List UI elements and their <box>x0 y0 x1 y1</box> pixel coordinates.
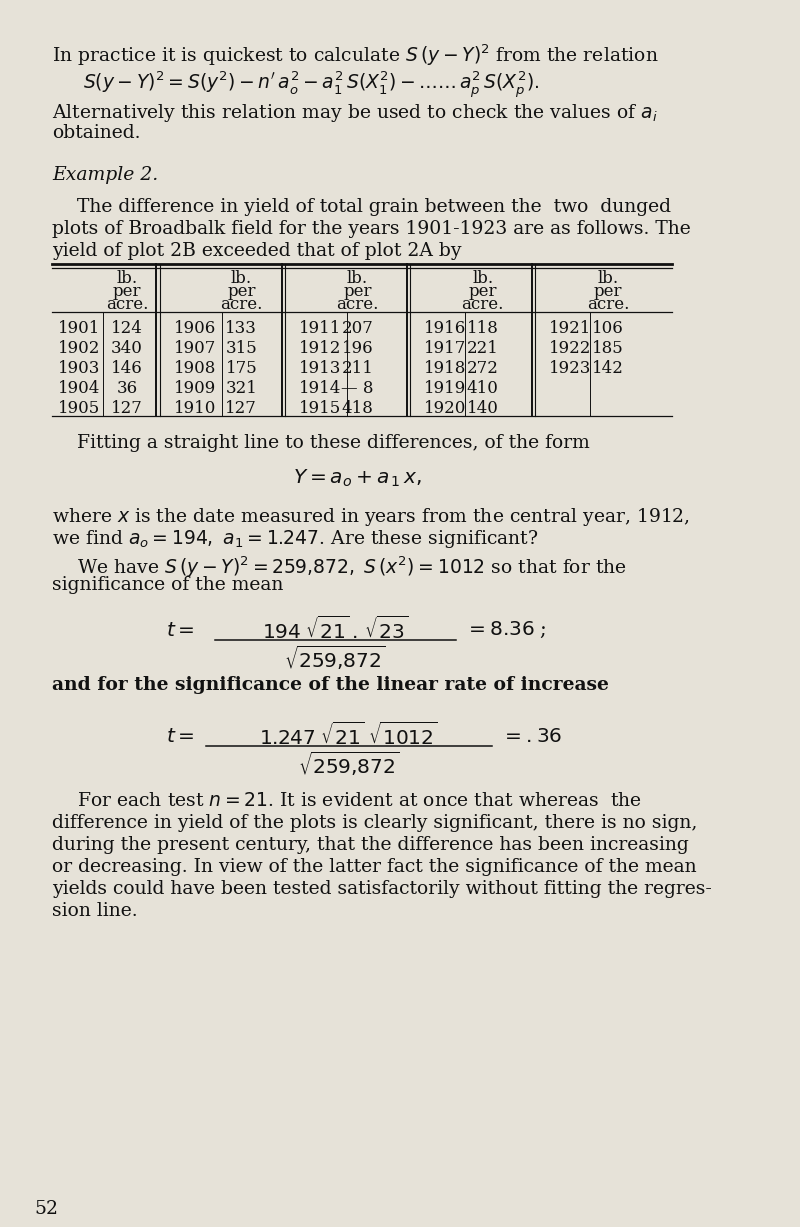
Text: sion line.: sion line. <box>52 902 138 920</box>
Text: 207: 207 <box>342 320 374 337</box>
Text: significance of the mean: significance of the mean <box>52 575 283 594</box>
Text: difference in yield of the plots is clearly significant, there is no sign,: difference in yield of the plots is clea… <box>52 814 698 832</box>
Text: per: per <box>227 283 256 299</box>
Text: 146: 146 <box>111 360 143 377</box>
Text: 1921: 1921 <box>549 320 591 337</box>
Text: 1922: 1922 <box>549 340 591 357</box>
Text: 1920: 1920 <box>424 400 466 417</box>
Text: For each test $n = 21$. It is evident at once that whereas  the: For each test $n = 21$. It is evident at… <box>77 791 642 810</box>
Text: or decreasing. In view of the latter fact the significance of the mean: or decreasing. In view of the latter fac… <box>52 858 697 876</box>
Text: 1903: 1903 <box>58 360 100 377</box>
Text: acre.: acre. <box>336 296 378 313</box>
Text: 175: 175 <box>226 360 258 377</box>
Text: acre.: acre. <box>586 296 629 313</box>
Text: $194\;\sqrt{21}\,.\,\sqrt{23}$: $194\;\sqrt{21}\,.\,\sqrt{23}$ <box>262 616 409 643</box>
Text: 36: 36 <box>116 380 138 398</box>
Text: $=.36$: $=.36$ <box>501 726 562 746</box>
Text: $t =$: $t =$ <box>166 621 195 639</box>
Text: 272: 272 <box>467 360 498 377</box>
Text: 1902: 1902 <box>58 340 100 357</box>
Text: lb.: lb. <box>598 270 618 287</box>
Text: 1911: 1911 <box>299 320 342 337</box>
Text: 418: 418 <box>342 400 374 417</box>
Text: We have $S\,(y - Y)^2 = 259{,}872,\ S\,(x^2) = 1012$ so that for the: We have $S\,(y - Y)^2 = 259{,}872,\ S\,(… <box>77 555 626 579</box>
Text: lb.: lb. <box>231 270 252 287</box>
Text: 1908: 1908 <box>174 360 216 377</box>
Text: 1917: 1917 <box>424 340 466 357</box>
Text: 1919: 1919 <box>424 380 466 398</box>
Text: 315: 315 <box>226 340 258 357</box>
Text: Example 2.: Example 2. <box>52 166 158 184</box>
Text: during the present century, that the difference has been increasing: during the present century, that the dif… <box>52 836 689 854</box>
Text: 221: 221 <box>467 340 498 357</box>
Text: lb.: lb. <box>472 270 494 287</box>
Text: $\sqrt{259{,}872}$: $\sqrt{259{,}872}$ <box>298 750 399 778</box>
Text: 1923: 1923 <box>549 360 591 377</box>
Text: $S(y-Y)^2 = S(y^2) - n'\,a^2_o - a^2_1\,S(X^2_1) - \ldots\ldots\,a^2_p\,S(X^2_p): $S(y-Y)^2 = S(y^2) - n'\,a^2_o - a^2_1\,… <box>83 70 539 101</box>
Text: In practice it is quickest to calculate $S\,(y - Y)^2$ from the relation: In practice it is quickest to calculate … <box>52 42 658 67</box>
Text: lb.: lb. <box>347 270 368 287</box>
Text: where $x$ is the date measured in years from the central year, 1912,: where $x$ is the date measured in years … <box>52 506 690 528</box>
Text: acre.: acre. <box>462 296 504 313</box>
Text: yield of plot 2B exceeded that of plot 2A by: yield of plot 2B exceeded that of plot 2… <box>52 242 462 260</box>
Text: and for the significance of the linear rate of increase: and for the significance of the linear r… <box>52 676 609 694</box>
Text: 1915: 1915 <box>299 400 341 417</box>
Text: per: per <box>594 283 622 299</box>
Text: 1901: 1901 <box>58 320 100 337</box>
Text: 1918: 1918 <box>424 360 466 377</box>
Text: $= 8.36\;$;: $= 8.36\;$; <box>465 620 546 640</box>
Text: lb.: lb. <box>116 270 138 287</box>
Text: 1916: 1916 <box>424 320 466 337</box>
Text: 127: 127 <box>111 400 143 417</box>
Text: plots of Broadbalk field for the years 1901-1923 are as follows. The: plots of Broadbalk field for the years 1… <box>52 220 690 238</box>
Text: $t =$: $t =$ <box>166 726 195 746</box>
Text: yields could have been tested satisfactorily without fitting the regres-: yields could have been tested satisfacto… <box>52 880 712 898</box>
Text: 1907: 1907 <box>174 340 216 357</box>
Text: 321: 321 <box>226 380 258 398</box>
Text: $\sqrt{259{,}872}$: $\sqrt{259{,}872}$ <box>285 644 386 672</box>
Text: 1909: 1909 <box>174 380 216 398</box>
Text: per: per <box>113 283 141 299</box>
Text: 1904: 1904 <box>58 380 100 398</box>
Text: — 8: — 8 <box>342 380 374 398</box>
Text: 127: 127 <box>226 400 258 417</box>
Text: 1905: 1905 <box>58 400 100 417</box>
Text: per: per <box>343 283 372 299</box>
Text: we find $a_o = 194,\ a_1 = 1.247$. Are these significant?: we find $a_o = 194,\ a_1 = 1.247$. Are t… <box>52 528 538 550</box>
Text: per: per <box>469 283 497 299</box>
Text: 211: 211 <box>342 360 374 377</box>
Text: 140: 140 <box>467 400 498 417</box>
Text: acre.: acre. <box>106 296 148 313</box>
Text: 1910: 1910 <box>174 400 216 417</box>
Text: obtained.: obtained. <box>52 124 140 142</box>
Text: acre.: acre. <box>220 296 262 313</box>
Text: The difference in yield of total grain between the  two  dunged: The difference in yield of total grain b… <box>77 198 671 216</box>
Text: 1913: 1913 <box>299 360 342 377</box>
Text: Alternatively this relation may be used to check the values of $a_i$: Alternatively this relation may be used … <box>52 102 658 124</box>
Text: $1.247\;\sqrt{21}\;\sqrt{1012}$: $1.247\;\sqrt{21}\;\sqrt{1012}$ <box>259 721 438 750</box>
Text: 106: 106 <box>592 320 624 337</box>
Text: 124: 124 <box>111 320 143 337</box>
Text: 118: 118 <box>467 320 498 337</box>
Text: 52: 52 <box>34 1200 58 1218</box>
Text: 410: 410 <box>467 380 498 398</box>
Text: Fitting a straight line to these differences, of the form: Fitting a straight line to these differe… <box>77 434 590 452</box>
Text: 1906: 1906 <box>174 320 216 337</box>
Text: 1912: 1912 <box>299 340 342 357</box>
Text: 133: 133 <box>226 320 258 337</box>
Text: 196: 196 <box>342 340 374 357</box>
Text: $Y = a_o + a_{\,1}\, x,$: $Y = a_o + a_{\,1}\, x,$ <box>293 467 422 490</box>
Text: 1914: 1914 <box>299 380 342 398</box>
Text: 142: 142 <box>592 360 624 377</box>
Text: 185: 185 <box>592 340 624 357</box>
Text: 340: 340 <box>111 340 143 357</box>
